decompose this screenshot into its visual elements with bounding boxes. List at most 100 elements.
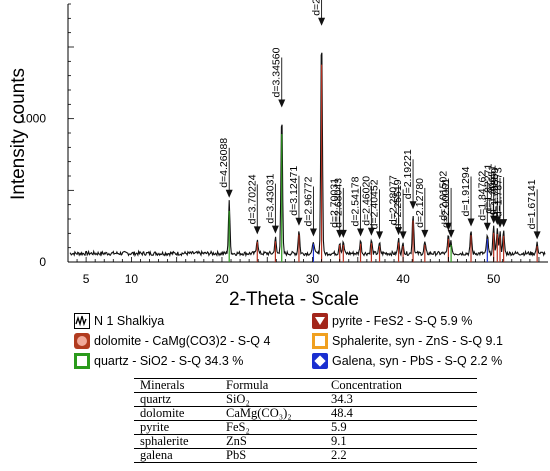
cell-concentration: 48.4 <box>331 406 353 420</box>
peak-d-label: d=1.80651 <box>486 165 498 215</box>
legend-label-pyrite: pyrite - FeS2 - S-Q 5.9 % <box>332 314 473 328</box>
peak-d-label: d=2.88700 <box>311 0 323 16</box>
cell-formula: CaMg(CO₃)₂ <box>226 406 292 420</box>
y-tick-label: 1000 <box>19 112 46 126</box>
legend-item-pyrite: pyrite - FeS2 - S-Q 5.9 % <box>312 313 472 329</box>
table-row: galena PbS 2.2 <box>134 449 477 463</box>
diffraction-pattern-line <box>69 52 546 258</box>
cell-mineral: galena <box>140 448 173 462</box>
peak-d-label: d=1.78773 <box>493 167 505 217</box>
table-row: pyrite FeS₂ 5.9 <box>134 421 477 435</box>
cell-formula: SiO₂ <box>226 392 250 406</box>
peak-marker <box>278 99 286 108</box>
peak-marker <box>421 229 429 238</box>
square-outline-marker-icon <box>312 333 328 349</box>
peak-marker <box>225 189 233 198</box>
peak-marker <box>409 201 417 210</box>
cell-concentration: 9.1 <box>331 434 347 448</box>
cell-formula: ZnS <box>226 434 247 448</box>
header-formula: Formula <box>226 378 269 392</box>
table-row: dolomite CaMg(CO₃)₂ 48.4 <box>134 407 477 421</box>
peak-d-label: d=2.54178 <box>350 176 362 226</box>
peak-marker <box>500 219 508 228</box>
legend-item-galena: Galena, syn - PbS - S-Q 2.2 % <box>312 353 502 369</box>
x-tick-label: 10 <box>125 272 139 286</box>
peak-marker <box>253 226 261 235</box>
cell-formula: PbS <box>226 448 247 462</box>
peak-marker <box>395 227 403 236</box>
peak-d-label: d=2.12780 <box>414 178 426 228</box>
peak-d-label: d=1.67141 <box>526 179 538 229</box>
peak-d-label: d=2.40452 <box>369 179 381 229</box>
peak-d-label: d=1.82271 <box>483 164 495 214</box>
cell-concentration: 5.9 <box>331 420 347 434</box>
x-tick-label: 20 <box>215 272 229 286</box>
cell-mineral: pyrite <box>140 420 170 434</box>
legend-label-quartz: quartz - SiO2 - S-Q 34.3 % <box>94 354 244 368</box>
peak-marker <box>376 231 384 240</box>
peak-d-label: d=3.12471 <box>288 166 300 216</box>
peak-marker <box>357 228 365 237</box>
peak-d-label: d=3.70224 <box>246 174 258 224</box>
peak-d-label: d=1.84762 <box>476 171 488 221</box>
x-tick-label: 5 <box>83 272 90 286</box>
legend-item-quartz: quartz - SiO2 - S-Q 34.3 % <box>74 353 243 369</box>
cell-concentration: 34.3 <box>331 392 353 406</box>
legend-item-sample: N 1 Shalkiya <box>74 313 164 329</box>
table-row: quartz SiO₂ 34.3 <box>134 393 477 407</box>
x-tick-label: 50 <box>487 272 501 286</box>
peak-marker <box>271 225 279 234</box>
peak-d-label: d=1.79809 <box>489 168 501 218</box>
xrd-chart: d=4.26088 d=3.70224 d=3.43031 d=3.34560 d=3.… <box>8 0 548 310</box>
peak-marker <box>533 231 541 240</box>
legend-label-dolomite: dolomite - CaMg(CO3)2 - S-Q 4 <box>94 334 271 348</box>
table-header-row: Minerals Formula Concentration <box>134 378 477 393</box>
peak-marker <box>399 231 407 240</box>
legend-label-galena: Galena, syn - PbS - S-Q 2.2 % <box>332 354 503 368</box>
header-concentration: Concentration <box>331 378 402 392</box>
peak-d-label: d=3.43031 <box>264 174 276 224</box>
cell-mineral: dolomite <box>140 406 185 420</box>
peak-d-label: d=4.26088 <box>218 138 230 188</box>
peak-d-label: d=1.91294 <box>460 166 472 216</box>
peak-d-label: d=2.68043 <box>332 178 344 228</box>
x-axis-label: 2-Theta - Scale <box>229 289 359 310</box>
peak-d-label: d=2.96772 <box>302 176 314 226</box>
peak-marker <box>444 222 452 231</box>
peak-d-label: d=2.28077 <box>388 175 400 225</box>
peak-marker <box>367 227 375 236</box>
peak-marker <box>467 218 475 227</box>
cell-concentration: 2.2 <box>331 448 347 462</box>
peak-marker <box>339 229 347 238</box>
peak-marker <box>447 229 455 238</box>
minerals-table: Minerals Formula Concentration quartz Si… <box>134 378 477 463</box>
peak-d-label: d=3.34560 <box>271 47 283 97</box>
header-minerals: Minerals <box>140 378 185 392</box>
triangle-marker-icon <box>312 313 328 329</box>
sample-pattern-icon <box>74 313 90 329</box>
x-tick-label: 30 <box>306 272 320 286</box>
table-row: sphalerite ZnS 9.1 <box>134 435 477 449</box>
peak-d-label: d=2.01502 <box>437 171 449 221</box>
peak-d-label: d=2.00001 <box>440 178 452 228</box>
legend-label-sphalerite: Sphalerite, syn - ZnS - S-Q 9.1 <box>332 334 503 348</box>
legend-item-sphalerite: Sphalerite, syn - ZnS - S-Q 9.1 <box>312 333 503 349</box>
peak-marker <box>483 222 491 231</box>
cell-mineral: sphalerite <box>140 434 189 448</box>
y-axis-label: Intensity counts <box>8 68 29 200</box>
peak-annotations: d=4.26088 d=3.70224 d=3.43031 d=3.34560 d=3.… <box>218 0 541 240</box>
circle-marker-icon <box>74 333 90 349</box>
peak-marker <box>318 17 326 26</box>
peak-marker <box>309 228 317 237</box>
cell-formula: FeS₂ <box>226 420 250 434</box>
legend-item-dolomite: dolomite - CaMg(CO3)2 - S-Q 4 <box>74 333 270 349</box>
peak-d-label: d=2.70031 <box>329 178 341 228</box>
peak-d-label: d=2.19221 <box>402 149 414 199</box>
peak-d-label: d=2.25519 <box>392 179 404 229</box>
cell-mineral: quartz <box>140 392 172 406</box>
legend-label-sample: N 1 Shalkiya <box>94 314 165 328</box>
square-marker-icon <box>74 353 90 369</box>
x-tick-label: 40 <box>396 272 410 286</box>
peak-marker <box>295 217 303 226</box>
